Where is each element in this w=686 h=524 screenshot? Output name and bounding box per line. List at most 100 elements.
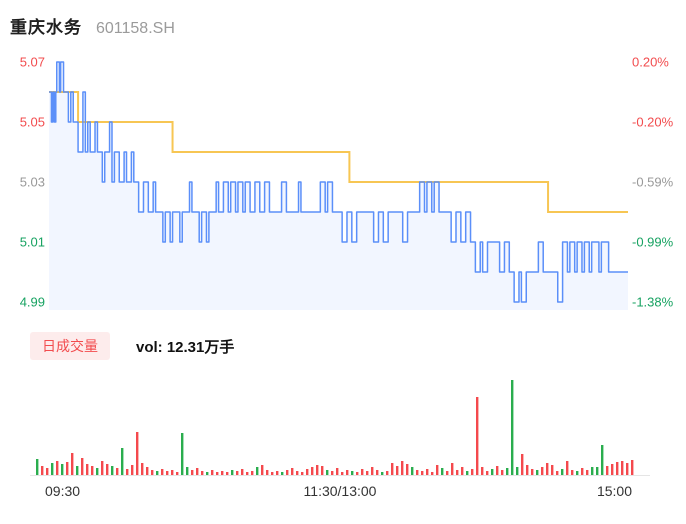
price-axis-label: 5.05 xyxy=(19,114,45,130)
volume-bar xyxy=(486,471,489,475)
volume-bar xyxy=(201,471,204,475)
volume-bar xyxy=(296,471,299,475)
pct-axis-label: -0.99% xyxy=(632,234,674,250)
volume-bar xyxy=(551,465,554,475)
volume-bar xyxy=(186,467,189,475)
volume-bar xyxy=(406,464,409,475)
volume-bar xyxy=(511,380,514,475)
volume-bar xyxy=(171,470,174,475)
volume-bar xyxy=(516,467,519,475)
price-axis-label: 5.01 xyxy=(19,234,45,250)
time-label-noon: 11:30/13:00 xyxy=(303,483,377,499)
volume-bar xyxy=(176,472,179,475)
volume-bar xyxy=(466,471,469,475)
chart-header: 重庆水务 601158.SH xyxy=(10,13,175,38)
volume-bar xyxy=(261,465,264,475)
volume-bar xyxy=(586,470,589,475)
volume-bar xyxy=(66,462,69,475)
volume-bar xyxy=(271,472,274,475)
price-line xyxy=(49,61,628,303)
volume-bar xyxy=(231,470,234,475)
volume-bar xyxy=(61,464,64,475)
volume-bar xyxy=(131,465,134,475)
volume-bar xyxy=(481,467,484,475)
volume-bar xyxy=(121,448,124,475)
volume-bar xyxy=(601,445,604,475)
volume-header: 日成交量 vol: 12.31万手 xyxy=(30,332,234,360)
volume-bar xyxy=(536,470,539,475)
volume-bar xyxy=(546,463,549,475)
volume-bar xyxy=(611,464,614,475)
volume-bar xyxy=(216,472,219,475)
volume-bar xyxy=(256,467,259,475)
volume-bar xyxy=(241,469,244,475)
volume-bar xyxy=(431,472,434,475)
volume-bar xyxy=(41,466,44,475)
volume-bar xyxy=(626,463,629,475)
volume-bar xyxy=(496,466,499,475)
volume-bar xyxy=(501,470,504,475)
volume-bar xyxy=(251,471,254,475)
price-axis-label: 5.03 xyxy=(19,174,45,190)
volume-bar xyxy=(56,461,59,475)
volume-bar xyxy=(441,468,444,475)
volume-bar xyxy=(111,466,114,475)
volume-bar xyxy=(401,461,404,475)
volume-bar xyxy=(331,471,334,475)
volume-bar xyxy=(116,468,119,475)
volume-bar xyxy=(471,469,474,475)
volume-bar xyxy=(281,472,284,475)
volume-bar xyxy=(311,467,314,475)
volume-bar xyxy=(106,464,109,475)
volume-bar xyxy=(36,459,39,475)
volume-bar xyxy=(556,471,559,475)
volume-bar xyxy=(596,467,599,475)
price-axis-label: 5.07 xyxy=(19,54,45,70)
volume-bar xyxy=(621,461,624,475)
volume-bar xyxy=(521,454,524,475)
volume-bar xyxy=(561,469,564,475)
volume-bar xyxy=(316,465,319,475)
volume-bar xyxy=(356,472,359,475)
volume-bar xyxy=(346,470,349,475)
time-label-open: 09:30 xyxy=(45,483,81,499)
pct-axis-label: 0.20% xyxy=(632,54,669,70)
pct-axis-label: -0.20% xyxy=(632,114,674,130)
volume-bar xyxy=(371,467,374,475)
volume-bar xyxy=(581,468,584,475)
stock-code: 601158.SH xyxy=(96,20,175,37)
volume-bar xyxy=(421,471,424,475)
volume-bar xyxy=(616,462,619,475)
time-label-close: 15:00 xyxy=(596,483,632,499)
volume-bar xyxy=(531,469,534,475)
volume-bar xyxy=(446,471,449,475)
volume-bar xyxy=(451,463,454,475)
volume-bar xyxy=(326,470,329,475)
volume-tab-badge[interactable]: 日成交量 xyxy=(30,332,110,360)
volume-bar xyxy=(491,469,494,475)
price-axis-label: 4.99 xyxy=(19,294,45,310)
volume-bar xyxy=(301,472,304,475)
volume-bar xyxy=(341,472,344,475)
volume-bar xyxy=(136,432,139,475)
volume-bar xyxy=(51,463,54,475)
pct-axis-label: -0.59% xyxy=(632,174,674,190)
volume-bar xyxy=(571,470,574,475)
volume-bar xyxy=(366,471,369,475)
volume-bar xyxy=(526,465,529,475)
volume-bar xyxy=(591,467,594,475)
volume-bar xyxy=(126,469,129,475)
volume-bar xyxy=(81,458,84,475)
volume-bar xyxy=(141,463,144,475)
volume-bar xyxy=(321,466,324,475)
volume-bar xyxy=(166,471,169,475)
volume-bar xyxy=(411,467,414,475)
volume-bar xyxy=(236,471,239,475)
volume-bar xyxy=(71,453,74,475)
volume-value-label: vol: 12.31万手 xyxy=(136,338,235,356)
volume-bar xyxy=(246,472,249,475)
volume-bar xyxy=(226,472,229,475)
volume-bar xyxy=(221,471,224,475)
